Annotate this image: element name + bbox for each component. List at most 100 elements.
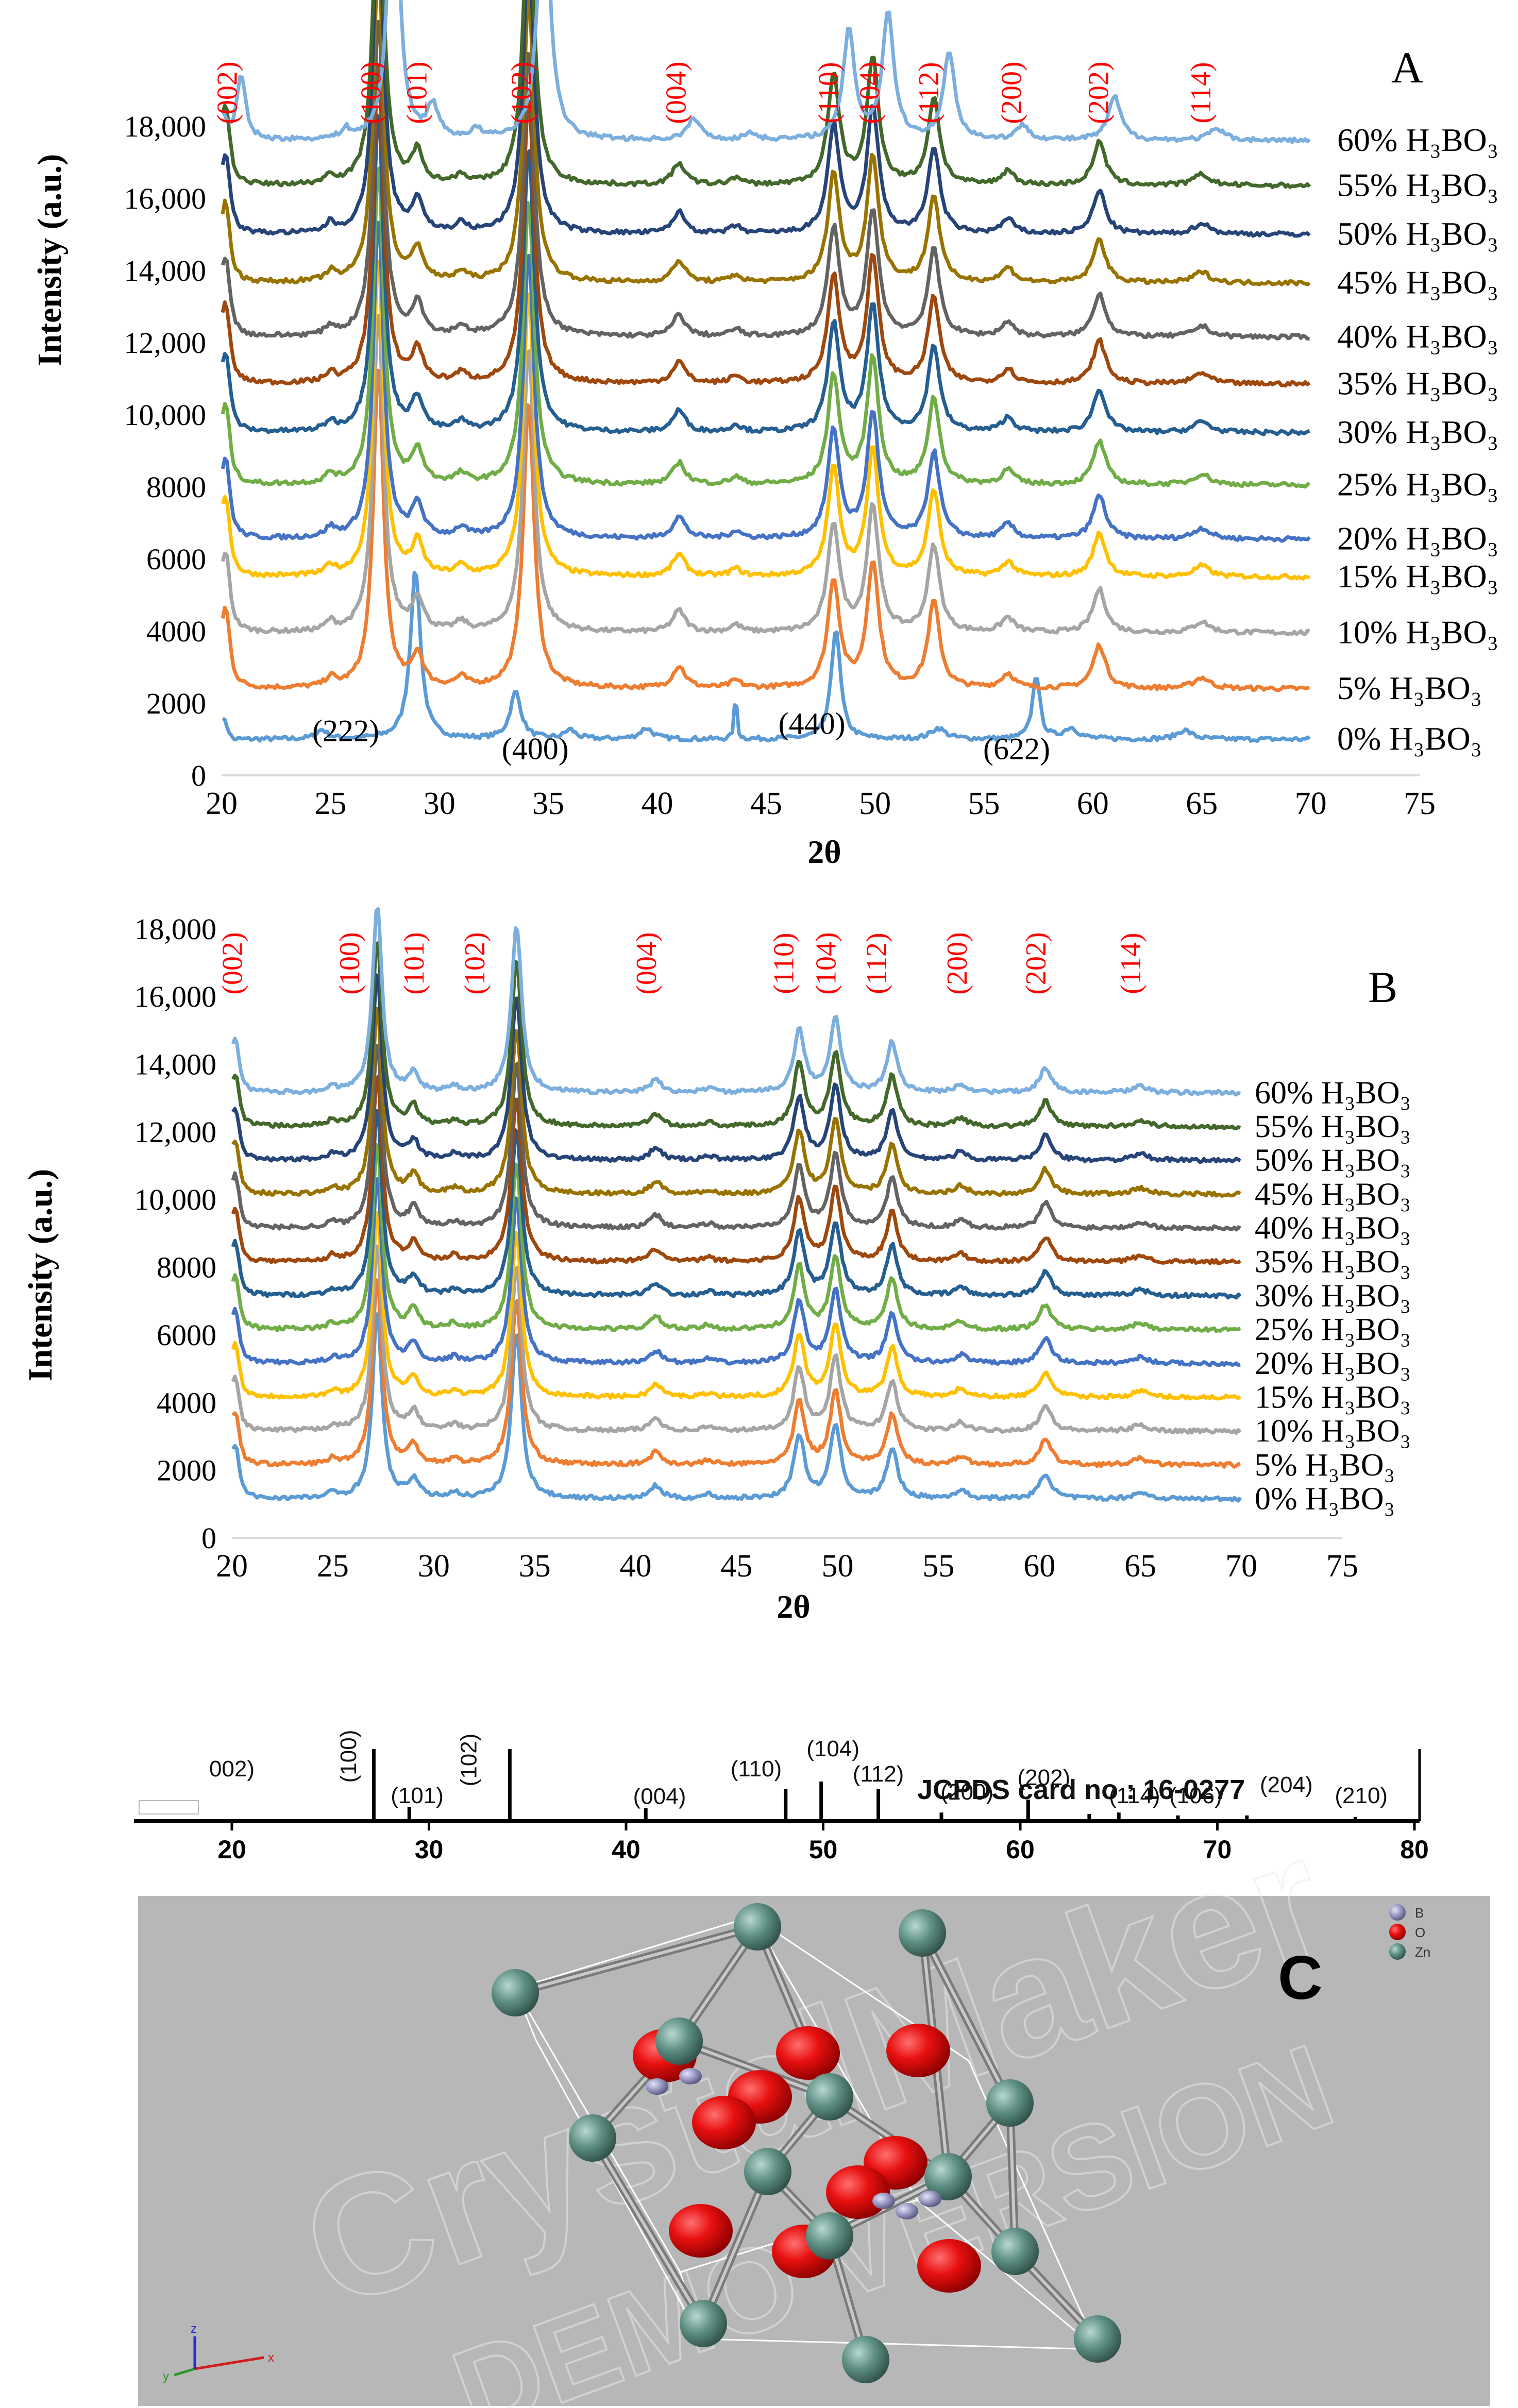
series-line-15pct xyxy=(231,1211,1241,1401)
y-tick-label: 6000 xyxy=(157,1318,216,1352)
series-line-45pct xyxy=(231,1007,1241,1198)
jcpds-x-tick-label: 30 xyxy=(415,1835,444,1864)
series-label-0pct: 0% H₃BO₃ xyxy=(1337,720,1482,757)
peak-annotation: (002) xyxy=(212,61,244,124)
x-tick-label: 40 xyxy=(620,1549,652,1584)
series-line-5pct xyxy=(221,368,1310,692)
panel-a-xlabel: 2θ xyxy=(807,834,841,870)
zinc-atom xyxy=(991,2228,1039,2275)
x-tick-label: 55 xyxy=(922,1549,954,1584)
znO-peak-annotation: (622) xyxy=(983,732,1050,766)
panel-a-ylabel: Intensity (a.u.) xyxy=(31,154,69,367)
series-line-15pct xyxy=(221,259,1310,581)
series-line-5pct xyxy=(231,1278,1241,1469)
jcpds-reference-pattern: 20 30 40 50 60 70 80 002) (100) (101) (102) (004) (… xyxy=(134,1730,1429,1864)
y-tick-label: 0 xyxy=(191,759,206,792)
zinc-atom xyxy=(569,2114,616,2162)
panel-a-annotations: (002) (100) (101) (102) (004) (110) (104) (112)… xyxy=(212,61,1218,766)
x-tick-label: 65 xyxy=(1124,1549,1156,1584)
boron-atom xyxy=(919,2191,941,2207)
peak-annotation: (202) xyxy=(1083,61,1115,124)
series-line-25pct xyxy=(231,1143,1241,1333)
peak-annotation: (114) xyxy=(1185,62,1217,123)
x-tick-label: 40 xyxy=(641,786,673,821)
jcpds-peak-label: (101) xyxy=(391,1783,444,1808)
zinc-atom xyxy=(655,2017,703,2065)
series-label-10pct: 10% H₃BO₃ xyxy=(1255,1414,1411,1449)
crystal-bond-highlight xyxy=(591,2136,705,2325)
jcpds-x-tick-label: 40 xyxy=(612,1835,640,1864)
x-tick-label: 20 xyxy=(216,1549,248,1584)
znO-peak-annotation: (440) xyxy=(779,707,846,741)
x-tick-label: 60 xyxy=(1023,1549,1055,1584)
boron-atom xyxy=(679,2068,702,2084)
y-tick-label: 6000 xyxy=(146,542,206,576)
x-tick-label: 25 xyxy=(317,1549,349,1584)
series-line-60pct xyxy=(221,0,1311,144)
panel-b-ylabel: Intensity (a.u.) xyxy=(22,1169,59,1382)
peak-annotation: (101) xyxy=(398,932,430,994)
axis-y-label: y xyxy=(163,2369,169,2383)
y-tick-label: 0 xyxy=(201,1521,216,1555)
legend-swatch-o xyxy=(1389,1924,1406,1940)
peak-annotation: (104) xyxy=(854,61,886,124)
series-line-20pct xyxy=(231,1177,1241,1367)
series-line-55pct xyxy=(221,0,1311,190)
peak-annotation: (104) xyxy=(811,932,842,994)
panel-c-label: C xyxy=(1278,1943,1323,2012)
series-label-20pct: 20% H₃BO₃ xyxy=(1255,1346,1411,1381)
panel-b-axes: 20 25 30 35 40 45 50 55 60 65 70 75 0 2000 4000 6000 800… xyxy=(134,912,1359,1584)
y-tick-label: 18,000 xyxy=(134,912,217,946)
series-line-35pct xyxy=(231,1075,1241,1265)
unit-cell-edge xyxy=(515,1915,753,1990)
jcpds-x-tick-label: 60 xyxy=(1006,1835,1035,1864)
jcpds-peak-label: (204) xyxy=(1260,1772,1313,1797)
jcpds-peak-label: (114) xyxy=(1109,1783,1160,1808)
panel-b-label: B xyxy=(1368,962,1397,1012)
zinc-atom xyxy=(806,2073,853,2121)
jcpds-peak-label: (004) xyxy=(633,1784,686,1809)
x-tick-label: 25 xyxy=(314,786,346,821)
series-label-20pct: 20% H₃BO₃ xyxy=(1337,520,1498,557)
y-tick-label: 8000 xyxy=(146,470,206,504)
jcpds-x-tick-label: 20 xyxy=(217,1835,246,1864)
axis-z-label: z xyxy=(191,2322,197,2336)
zinc-atom xyxy=(680,2300,727,2347)
crystal-bond-highlight xyxy=(702,2170,769,2325)
jcpds-x-tick-label: 80 xyxy=(1400,1835,1429,1864)
zinc-atom xyxy=(806,2212,853,2260)
peak-annotation: (102) xyxy=(459,932,491,994)
crystal-bond-highlight xyxy=(1008,2101,1017,2253)
y-tick-label: 8000 xyxy=(157,1251,216,1284)
peak-annotation: (100) xyxy=(356,61,387,124)
series-line-45pct xyxy=(221,0,1311,287)
jcpds-peak-label: (104) xyxy=(806,1736,859,1761)
y-tick-label: 2000 xyxy=(146,687,206,720)
unit-cell-edge xyxy=(700,2338,1098,2350)
legend-label-b: B xyxy=(1415,1905,1424,1921)
peak-annotation: (102) xyxy=(505,61,537,124)
legend-swatch-zn xyxy=(1389,1943,1406,1960)
series-line-50pct xyxy=(231,973,1241,1164)
unit-cell-edge xyxy=(917,2199,1098,2350)
x-tick-label: 50 xyxy=(821,1549,853,1584)
axis-x-line xyxy=(194,2356,264,2370)
atom-legend: B O Zn xyxy=(1389,1904,1430,1960)
jcpds-peak-label: (112) xyxy=(853,1761,904,1787)
x-tick-label: 55 xyxy=(968,786,1000,821)
series-line-0pct xyxy=(231,1311,1242,1503)
zinc-atom xyxy=(1074,2315,1121,2363)
crystal-background xyxy=(138,1896,1490,2406)
panel-b-xlabel: 2θ xyxy=(777,1588,810,1625)
jcpds-peak-label: (202) xyxy=(1018,1765,1071,1790)
x-tick-label: 50 xyxy=(859,786,891,821)
series-label-10pct: 10% H₃BO₃ xyxy=(1337,614,1498,651)
y-tick-label: 14,000 xyxy=(134,1048,217,1081)
series-label-25pct: 25% H₃BO₃ xyxy=(1337,466,1498,503)
series-label-15pct: 15% H₃BO₃ xyxy=(1255,1380,1411,1415)
series-label-45pct: 45% H₃BO₃ xyxy=(1255,1177,1411,1212)
series-label-30pct: 30% H₃BO₃ xyxy=(1255,1278,1411,1313)
series-label-5pct: 5% H₃BO₃ xyxy=(1337,670,1482,706)
y-tick-label: 16,000 xyxy=(134,980,217,1013)
